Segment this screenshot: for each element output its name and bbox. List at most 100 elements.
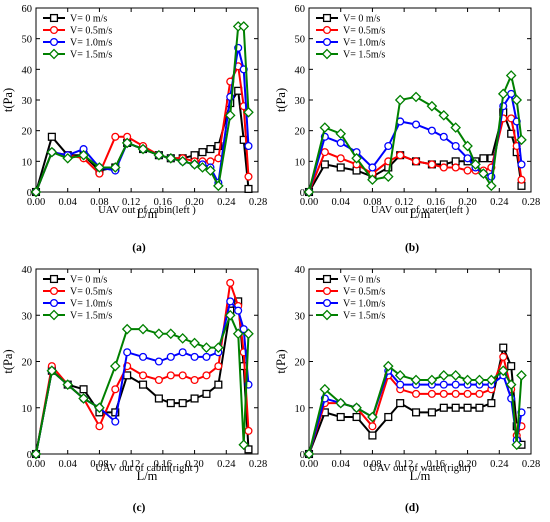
x-tick-label: 0.08 (90, 197, 108, 208)
y-tick-label: 10 (295, 157, 306, 168)
data-point (137, 143, 149, 155)
data-point (198, 148, 207, 157)
legend-marker (49, 13, 59, 23)
data-point (202, 352, 211, 361)
series-2 (31, 278, 253, 459)
data-point (138, 371, 148, 380)
data-point (486, 180, 497, 192)
chart-panel-1: 0.00 0.04 0.08 0.12 0.16 0.20 0.24 0.28 0 10 20 30 4… (1, 4, 267, 254)
x-tick-label: 0.04 (59, 459, 78, 470)
series-line (35, 47, 250, 193)
x-tick-label: 0.00 (27, 459, 45, 470)
data-point (111, 417, 120, 426)
data-point (438, 110, 450, 121)
data-point (137, 323, 149, 335)
data-point (226, 278, 235, 287)
data-point (319, 122, 331, 133)
data-point (336, 154, 345, 163)
x-axis-label: L/m (137, 207, 158, 221)
x-tick-label: 0.20 (185, 197, 203, 208)
data-point (121, 323, 133, 335)
data-point (451, 403, 460, 412)
y-axis-label: t(Pa) (274, 88, 288, 112)
legend-marker (322, 13, 332, 23)
series-4 (303, 70, 527, 198)
y-tick-label: 20 (295, 127, 306, 138)
data-point (462, 140, 473, 152)
data-point (499, 352, 508, 361)
y-tick-label: 30 (295, 311, 306, 322)
legend-label: V= 1.0m/s (343, 299, 385, 310)
data-point (94, 402, 105, 414)
data-point (396, 380, 405, 389)
data-point (427, 160, 436, 169)
data-point (463, 403, 472, 412)
legend-label: V= 1.5m/s (70, 50, 112, 61)
panel-caption: UAV out of water(left ) (371, 205, 470, 216)
x-tick-label: 0.24 (217, 459, 236, 470)
data-point (475, 389, 484, 398)
y-tick-label: 30 (295, 96, 306, 107)
x-tick-label: 0.12 (395, 197, 413, 208)
x-tick-label: 0.28 (249, 197, 267, 208)
data-point (46, 365, 58, 377)
y-tick-label: 10 (295, 404, 306, 415)
data-point (384, 412, 393, 422)
panel-label: (d) (405, 502, 419, 514)
data-point (411, 157, 421, 166)
data-point (320, 148, 329, 157)
data-point (213, 180, 224, 192)
data-point (213, 342, 224, 353)
data-point (475, 403, 484, 412)
panel-label: (c) (133, 502, 146, 514)
data-point (396, 399, 405, 408)
series-line (35, 87, 250, 193)
data-point (394, 94, 406, 106)
y-tick-label: 10 (22, 404, 33, 415)
data-point (202, 371, 211, 380)
data-point (382, 171, 394, 182)
y-axis-label: t(Pa) (274, 349, 288, 373)
data-point (178, 399, 187, 408)
data-point (177, 156, 188, 167)
panel-caption: UAV out of water(right) (369, 463, 471, 474)
y-tick-label: 40 (295, 265, 306, 276)
data-point (62, 379, 74, 390)
data-point (487, 399, 496, 408)
data-point (224, 110, 236, 121)
y-axis-label: t(Pa) (1, 88, 15, 112)
data-point (320, 160, 329, 169)
data-point (470, 159, 481, 170)
data-point (190, 375, 199, 385)
data-point (214, 362, 223, 371)
data-point (438, 370, 450, 381)
data-point (451, 163, 460, 172)
data-point (451, 141, 460, 151)
data-point (238, 439, 250, 451)
x-tick-label: 0.16 (427, 197, 445, 208)
data-point (123, 371, 132, 380)
data-point (368, 422, 377, 431)
legend-label: V= 1.0m/s (343, 38, 385, 49)
data-point (517, 160, 526, 169)
x-axis-label: L/m (410, 207, 431, 221)
y-tick-label: 20 (22, 127, 33, 138)
data-point (205, 165, 216, 176)
legend-marker (48, 309, 60, 321)
legend-marker (321, 48, 333, 60)
x-tick-label: 0.00 (27, 197, 45, 208)
legend-marker (49, 298, 59, 308)
data-point (335, 128, 347, 140)
x-tick-label: 0.12 (122, 197, 140, 208)
data-point (202, 389, 211, 398)
x-tick-label: 0.28 (522, 197, 540, 208)
data-point (426, 374, 438, 386)
data-point (206, 145, 215, 154)
data-point (367, 174, 378, 186)
data-point (30, 186, 42, 198)
x-tick-label: 0.04 (59, 197, 78, 208)
x-tick-label: 0.08 (363, 197, 381, 208)
data-point (394, 370, 406, 381)
data-point (384, 141, 393, 151)
